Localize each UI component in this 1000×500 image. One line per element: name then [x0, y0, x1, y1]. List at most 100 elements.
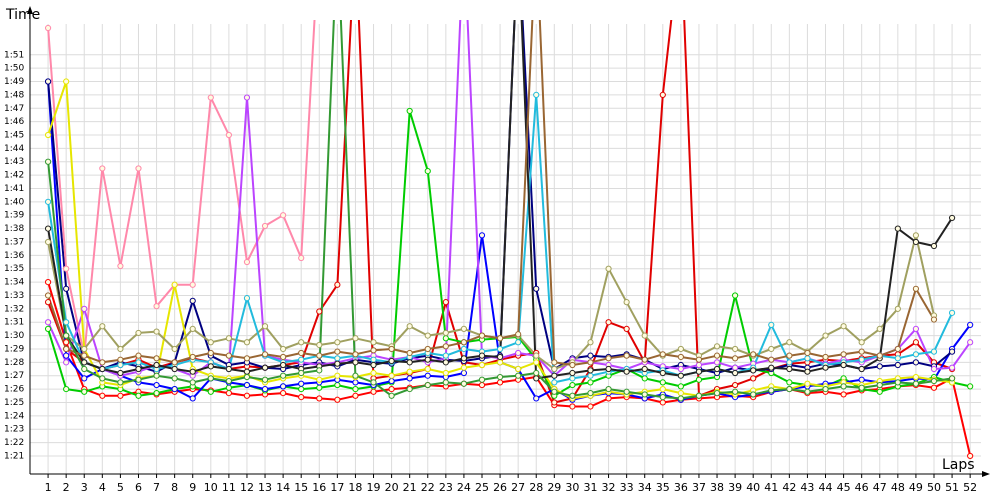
lap-point [81, 365, 88, 373]
lap-point [858, 365, 865, 373]
lap-point [63, 339, 70, 346]
lap-point [659, 394, 666, 401]
lap-point [948, 348, 956, 355]
lap-point [478, 376, 486, 383]
y-tick-label: 1:30 [4, 331, 24, 341]
lap-point [804, 388, 811, 395]
y-tick-label: 1:27 [4, 371, 24, 381]
lap-point [81, 305, 88, 312]
x-tick-label: 31 [583, 481, 597, 494]
lap-point [912, 232, 920, 239]
lap-point [496, 353, 504, 361]
lap-point [298, 380, 305, 387]
lap-point [641, 356, 648, 363]
x-tick-label: 46 [855, 481, 869, 494]
lap-point [442, 352, 449, 359]
lap-point [605, 395, 612, 402]
lap-point [587, 379, 594, 386]
lap-point [298, 339, 305, 346]
x-tick-label: 48 [891, 481, 905, 494]
x-tick-label: 8 [171, 481, 178, 494]
lap-point [99, 359, 106, 366]
x-tick-label: 27 [511, 481, 525, 494]
lap-point [605, 265, 612, 272]
x-tick-label: 39 [728, 481, 742, 494]
lap-point [569, 381, 576, 389]
x-tick-label: 52 [963, 481, 977, 494]
lap-point [533, 285, 540, 292]
lap-point [99, 365, 106, 373]
lap-point [225, 365, 232, 373]
x-tick-label: 49 [909, 481, 923, 494]
lap-point [44, 24, 52, 32]
lap-point [460, 380, 468, 387]
lap-point [135, 352, 142, 359]
x-tick-label: 4 [99, 481, 106, 494]
lap-point [334, 281, 341, 288]
lap-point [370, 347, 377, 354]
lap-point [876, 325, 883, 333]
x-tick-label: 12 [240, 481, 254, 494]
lap-point [63, 265, 70, 272]
lap-point [81, 352, 88, 359]
lap-point [334, 396, 341, 403]
lap-point [496, 379, 504, 386]
lap-point [605, 319, 612, 326]
lap-point [912, 380, 920, 387]
lap-point [569, 375, 576, 382]
lap-point [840, 361, 847, 369]
lap-point [298, 385, 305, 393]
lap-point [280, 345, 287, 353]
lap-point [822, 353, 829, 361]
lap-point [207, 363, 214, 370]
lap-point [424, 168, 431, 175]
lap-point [587, 359, 594, 366]
lap-point [316, 308, 323, 315]
lap-point [135, 359, 142, 366]
lap-point [460, 345, 468, 353]
x-tick-label: 22 [421, 481, 435, 494]
lap-point [515, 331, 522, 338]
lap-point [623, 352, 630, 359]
lap-point [768, 345, 775, 353]
lap-point [99, 165, 106, 172]
series-line [47, 20, 316, 357]
lap-point [243, 94, 251, 101]
x-tick-label: 33 [620, 481, 634, 494]
lap-point [63, 385, 70, 393]
lap-point [442, 329, 449, 337]
x-tick-label: 19 [367, 481, 381, 494]
lap-point [930, 365, 938, 373]
lap-point [334, 381, 341, 389]
x-tick-label: 23 [439, 481, 453, 494]
lap-point [587, 403, 594, 410]
x-tick-label: 45 [837, 481, 851, 494]
lap-point [135, 376, 142, 383]
lap-point [768, 387, 775, 394]
lap-point [44, 292, 52, 299]
lap-point [63, 78, 70, 85]
plot-area [44, 20, 974, 460]
lap-point [424, 332, 431, 339]
x-tick-label: 47 [873, 481, 887, 494]
lap-point [81, 359, 88, 366]
lap-point [424, 345, 431, 353]
lap-point [261, 222, 269, 230]
lap-point [496, 359, 504, 366]
lap-point [280, 389, 287, 397]
y-tick-label: 1:33 [4, 291, 24, 301]
lap-point [460, 325, 468, 333]
lap-point [63, 285, 70, 292]
lap-point [460, 339, 468, 346]
lap-point [641, 391, 648, 398]
lap-point [930, 316, 938, 323]
lap-point [732, 292, 739, 299]
lap-point [316, 376, 323, 383]
lap-point [641, 375, 648, 382]
lap-point [135, 165, 142, 172]
lap-point [81, 345, 88, 353]
x-tick-label: 26 [493, 481, 507, 494]
lap-point [713, 343, 721, 350]
lap-point [352, 351, 359, 358]
lap-point [515, 365, 522, 373]
